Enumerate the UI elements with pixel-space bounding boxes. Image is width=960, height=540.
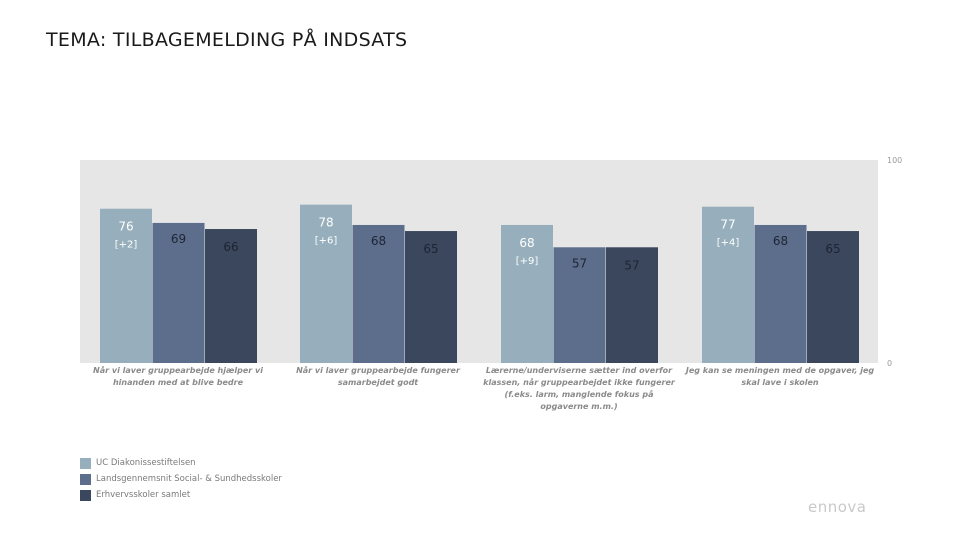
bar bbox=[205, 229, 257, 363]
legend-item-series-3: Erhvervsskoler samlet bbox=[80, 487, 282, 503]
x-category-label: Jeg kan se meningen med de opgaver, jeg bbox=[684, 366, 875, 375]
legend-label-series-3: Erhvervsskoler samlet bbox=[96, 490, 191, 500]
x-category-label: (f.eks. larm, manglende fokus på bbox=[505, 389, 654, 399]
data-label: 76 bbox=[118, 220, 133, 234]
data-label: 68 bbox=[519, 236, 534, 250]
data-label: 65 bbox=[825, 242, 840, 256]
bar bbox=[152, 222, 205, 363]
bar bbox=[100, 208, 152, 363]
bar bbox=[405, 231, 457, 363]
bar bbox=[553, 247, 606, 363]
y-tick-label: 0 bbox=[887, 359, 892, 368]
y-tick-label: 100 bbox=[887, 156, 902, 165]
bar bbox=[501, 224, 553, 363]
x-category-label: samarbejdet godt bbox=[338, 378, 419, 387]
bar bbox=[754, 224, 807, 363]
data-label: 66 bbox=[223, 240, 238, 254]
bar bbox=[352, 224, 405, 363]
change-label: [+6] bbox=[315, 236, 338, 247]
legend-item-series-2: Landsgennemsnit Social- & Sundhedsskoler bbox=[80, 471, 282, 487]
change-label: [+4] bbox=[717, 238, 740, 249]
x-category-label: klassen, når gruppearbejdet ikke fungere… bbox=[483, 377, 676, 387]
data-label: 57 bbox=[624, 258, 639, 272]
legend-swatch-series-3 bbox=[80, 489, 91, 501]
x-category-label: skal lave i skolen bbox=[741, 378, 819, 387]
data-label: 68 bbox=[371, 234, 386, 248]
page-title: TEMA: TILBAGEMELDING PÅ INDSATS bbox=[46, 29, 408, 51]
data-label: 69 bbox=[171, 232, 186, 246]
data-label: 78 bbox=[318, 216, 333, 230]
legend-item-series-1: UC Diakonissestiftelsen bbox=[80, 455, 282, 471]
legend-label-series-2: Landsgennemsnit Social- & Sundhedsskoler bbox=[96, 474, 282, 484]
bar bbox=[702, 206, 754, 363]
x-category-label: opgaverne m.m.) bbox=[540, 402, 617, 411]
legend-label-series-1: UC Diakonissestiftelsen bbox=[96, 458, 196, 468]
change-label: [+2] bbox=[115, 240, 138, 251]
legend-swatch-series-2 bbox=[80, 473, 91, 485]
bar bbox=[606, 247, 658, 363]
x-category-label: hinanden med at blive bedre bbox=[113, 378, 244, 387]
legend: UC Diakonissestiftelsen Landsgennemsnit … bbox=[80, 455, 282, 503]
bar bbox=[807, 231, 859, 363]
data-label: 65 bbox=[423, 242, 438, 256]
data-label: 77 bbox=[720, 218, 735, 232]
ennova-logo: ennova bbox=[808, 498, 867, 516]
x-category-label: Når vi laver gruppearbejde fungerer bbox=[296, 365, 461, 375]
x-category-label: Lærerne/underviserne sætter ind overfor bbox=[486, 366, 673, 375]
bar bbox=[300, 204, 352, 363]
data-label: 68 bbox=[773, 234, 788, 248]
x-category-label: Når vi laver gruppearbejde hjælper vi bbox=[93, 365, 263, 375]
legend-swatch-series-1 bbox=[80, 457, 91, 469]
data-label: 57 bbox=[572, 256, 587, 270]
change-label: [+9] bbox=[516, 256, 539, 267]
